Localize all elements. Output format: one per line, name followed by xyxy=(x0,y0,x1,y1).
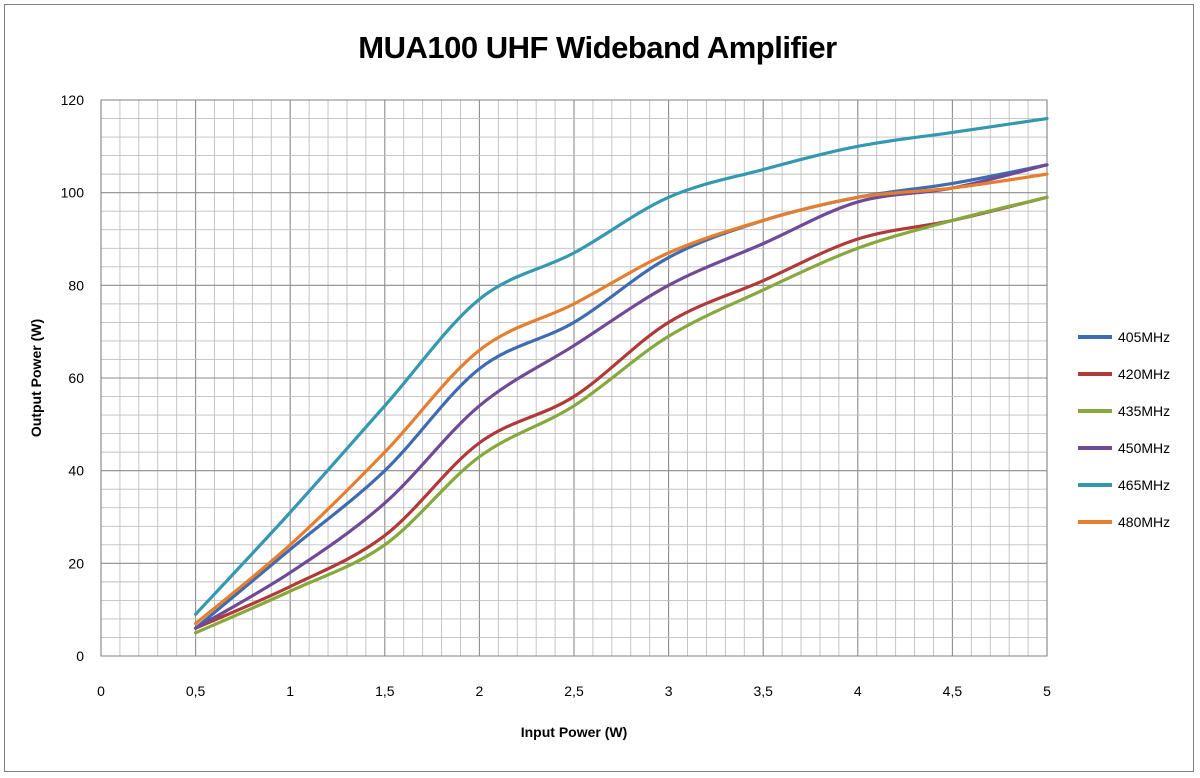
x-tick-label: 2,5 xyxy=(564,683,584,699)
series-line-435mhz xyxy=(194,195,1049,635)
x-tick-label: 0 xyxy=(97,683,105,699)
legend-item-450mhz: 450MHz xyxy=(1078,429,1188,466)
x-tick-label: 4,5 xyxy=(943,683,963,699)
y-tick-label: 80 xyxy=(68,277,84,293)
y-tick-label: 40 xyxy=(68,463,84,479)
x-tick-label: 2 xyxy=(476,683,484,699)
series-line-465mhz xyxy=(194,116,1049,616)
series-line-480mhz xyxy=(194,172,1049,626)
legend-item-420mhz: 420MHz xyxy=(1078,355,1188,392)
x-tick-label: 3 xyxy=(665,683,673,699)
x-tick-label: 5 xyxy=(1043,683,1051,699)
legend-label: 480MHz xyxy=(1118,513,1171,530)
x-tick-label: 0,5 xyxy=(186,683,206,699)
plot-border xyxy=(100,99,1048,657)
y-tick-label: 100 xyxy=(61,185,85,201)
y-tick-label: 0 xyxy=(76,648,84,664)
legend: 405MHz 420MHz 435MHz 450MHz 465MHz 480MHz xyxy=(1078,318,1188,540)
legend-label: 450MHz xyxy=(1118,439,1171,456)
x-tick-label: 1 xyxy=(286,683,294,699)
legend-label: 420MHz xyxy=(1118,365,1171,382)
y-tick-label: 120 xyxy=(61,92,85,108)
legend-label: 465MHz xyxy=(1118,476,1171,493)
y-tick-label: 60 xyxy=(68,370,84,386)
chart-title: MUA100 UHF Wideband Amplifier xyxy=(358,30,837,65)
y-axis-title: Output Power (W) xyxy=(28,319,44,437)
y-tick-label: 20 xyxy=(68,555,84,571)
x-tick-labels: 0 0,5 1 1,5 2 2,5 3 3,5 4 4,5 5 xyxy=(97,683,1051,699)
legend-item-480mhz: 480MHz xyxy=(1078,503,1188,540)
legend-swatch xyxy=(1078,445,1112,450)
legend-item-435mhz: 435MHz xyxy=(1078,392,1188,429)
legend-swatch xyxy=(1078,482,1112,487)
x-axis-title: Input Power (W) xyxy=(521,724,628,740)
legend-item-465mhz: 465MHz xyxy=(1078,466,1188,503)
legend-label: 405MHz xyxy=(1118,328,1171,345)
legend-swatch xyxy=(1078,371,1112,376)
series-lines xyxy=(194,116,1049,635)
series-line-420mhz xyxy=(194,195,1049,630)
y-tick-labels: 0 20 40 60 80 100 120 xyxy=(61,92,85,664)
legend-label: 435MHz xyxy=(1118,402,1171,419)
x-tick-label: 4 xyxy=(854,683,862,699)
legend-swatch xyxy=(1078,408,1112,413)
legend-swatch xyxy=(1078,334,1112,339)
x-tick-label: 3,5 xyxy=(753,683,773,699)
legend-swatch xyxy=(1078,519,1112,524)
legend-item-405mhz: 405MHz xyxy=(1078,318,1188,355)
x-tick-label: 1,5 xyxy=(375,683,395,699)
series-line-450mhz xyxy=(194,163,1049,630)
gridlines xyxy=(100,99,1048,657)
